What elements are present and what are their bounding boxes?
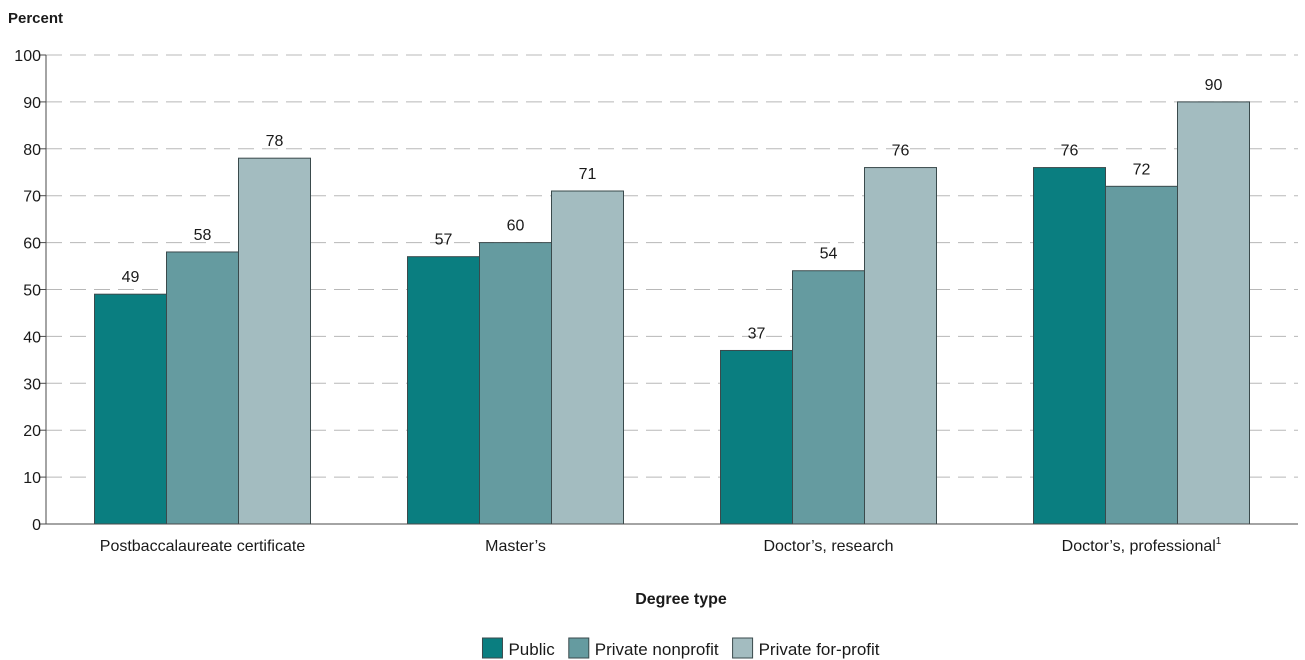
legend-label: Private nonprofit [595,640,719,659]
data-label: 76 [892,143,910,160]
bar [720,349,793,525]
data-label: 71 [579,166,597,183]
category-label: Postbaccalaureate certificate [100,538,306,555]
y-tick-label: 10 [23,470,41,487]
y-tick-label: 100 [14,48,41,65]
legend-swatch [481,637,503,659]
data-label: 90 [1205,77,1223,94]
bar [407,256,480,525]
y-tick-label: 0 [32,517,41,534]
y-tick-label: 20 [23,423,41,440]
bar [238,157,311,525]
bar [1033,167,1106,525]
legend: Public Private nonprofit Private for-profi… [481,637,880,659]
bar [166,251,239,525]
category-label-text: Doctor’s, research [763,538,893,555]
legend-label: Public [508,640,555,659]
legend-item: Public [481,637,555,659]
legend-item: Private nonprofit [568,637,719,659]
bar [551,190,624,525]
y-axis-ticks: 0 10 20 30 40 50 60 70 80 90 100 [14,48,46,534]
bar [479,242,552,525]
category-footnote: 1 [1216,536,1222,547]
category-label: Master’s [485,538,546,555]
data-label: 49 [122,269,140,286]
y-tick-label: 80 [23,142,41,159]
legend-item: Private for-profit [732,637,880,659]
bar [1105,185,1178,525]
data-labels: 49 58 78 57 60 71 37 54 76 76 72 90 [122,77,1223,343]
y-tick-label: 90 [23,95,41,112]
bar [792,270,865,525]
legend-swatch [732,637,754,659]
legend-label: Private for-profit [759,640,880,659]
data-label: 57 [435,232,453,249]
y-tick-label: 70 [23,189,41,206]
category-label: Doctor’s, research [763,538,893,555]
y-tick-label: 50 [23,283,41,300]
y-tick-label: 60 [23,236,41,253]
data-label: 60 [507,218,525,235]
category-label: Doctor’s, professional1 [1062,536,1222,555]
y-tick-label: 40 [23,329,41,346]
legend-swatch [568,637,590,659]
category-label-text: Postbaccalaureate certificate [100,538,306,555]
bars [94,101,1250,525]
data-label: 37 [748,325,766,342]
data-label: 72 [1133,161,1151,178]
y-tick-label: 30 [23,376,41,393]
bar [864,167,937,525]
bar [1177,101,1250,525]
category-label-text: Doctor’s, professional [1062,538,1216,555]
x-axis-label: Degree type [635,591,727,608]
data-label: 58 [194,227,212,244]
data-label: 76 [1061,143,1079,160]
category-label-text: Master’s [485,538,546,555]
y-axis-label: Percent [8,10,63,27]
bar [94,293,167,525]
data-label: 78 [266,133,284,150]
data-label: 54 [820,246,838,263]
category-labels: Postbaccalaureate certificate Master’s Doc… [100,536,1222,555]
